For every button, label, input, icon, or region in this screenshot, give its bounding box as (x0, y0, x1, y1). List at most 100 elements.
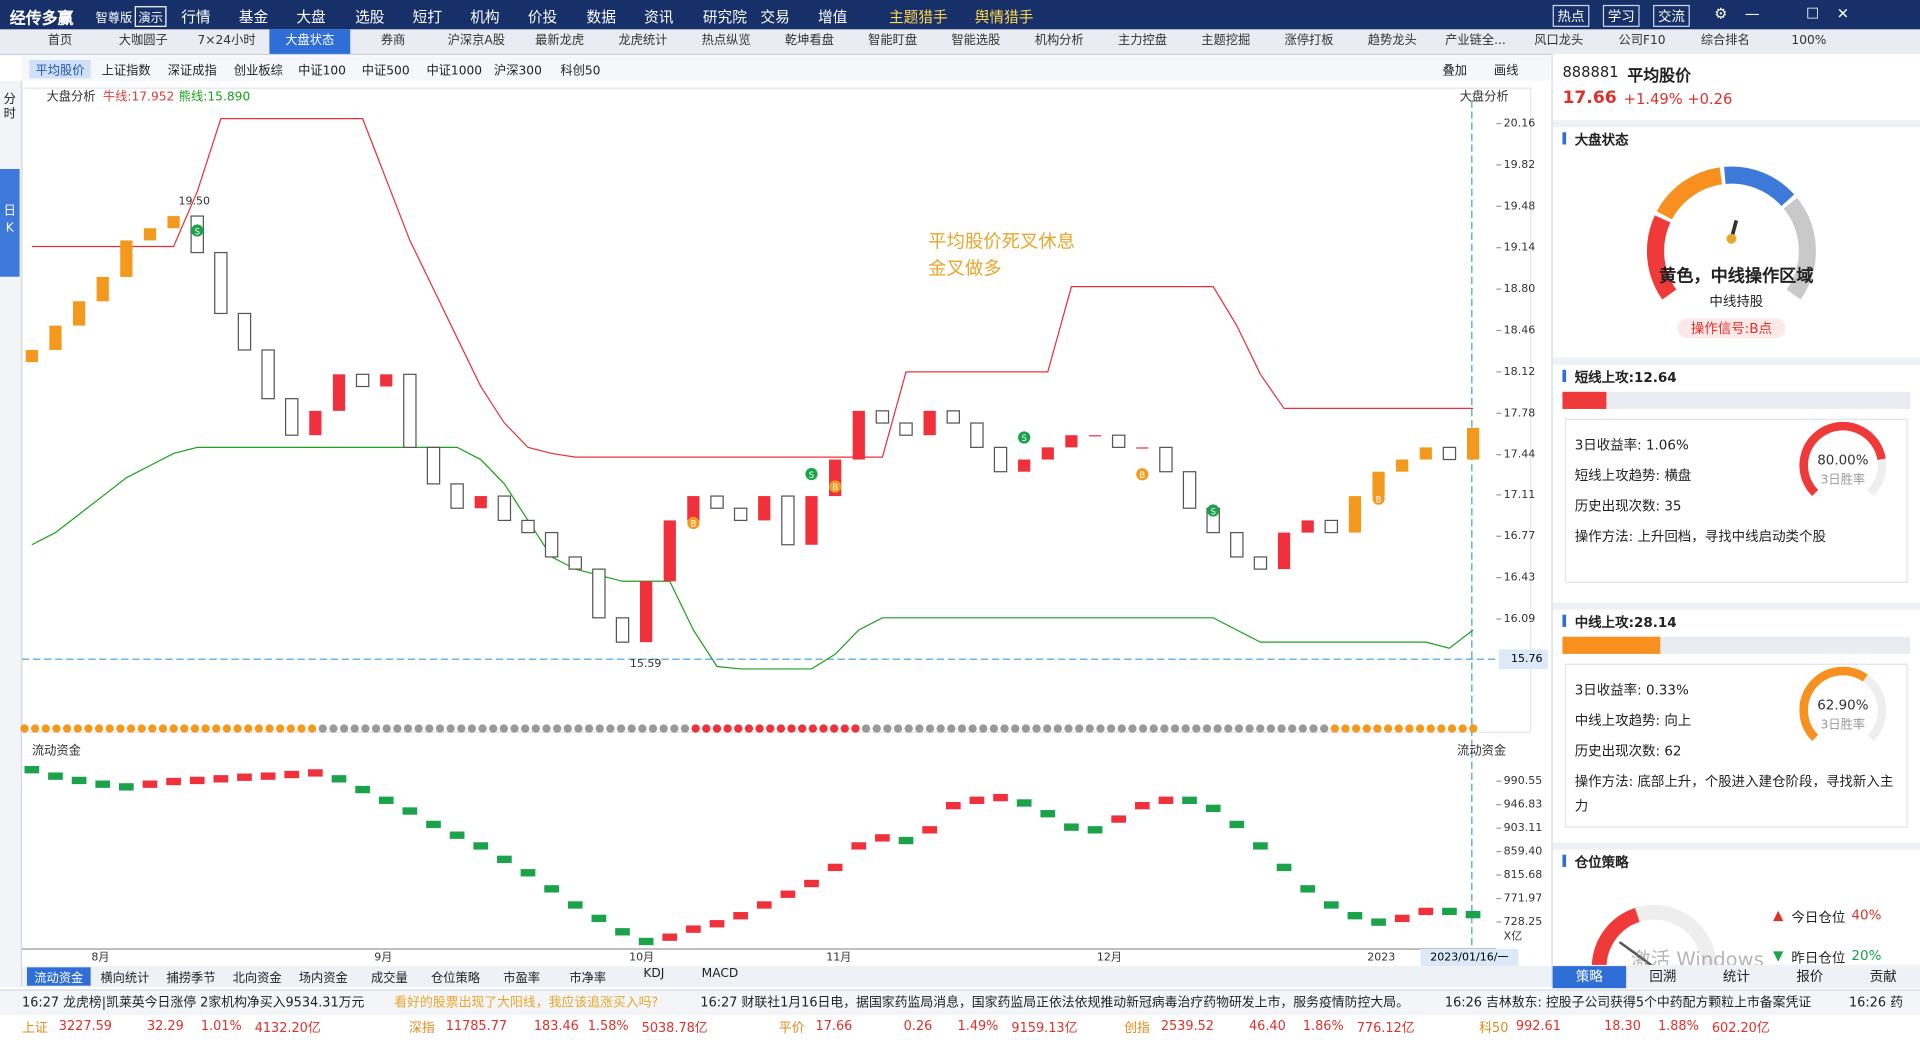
right-tab[interactable]: 贡献 (1869, 968, 1897, 985)
flow-step (1347, 912, 1363, 920)
side-tab[interactable]: 日K (0, 168, 20, 277)
top-button[interactable]: 热点 (1552, 4, 1590, 27)
nav-tab[interactable]: 综合排名 (1700, 34, 1750, 48)
nav-tab[interactable]: 龙虎统计 (618, 34, 668, 48)
news-item[interactable]: 16:26 吉林敖东: 控股子公司获得5个中药配方颗粒上市备案凭证 (1444, 995, 1812, 1011)
nav-tab[interactable]: 主力控盘 (1117, 34, 1167, 48)
flow-step (142, 780, 158, 788)
index-tab[interactable]: 科创50 (560, 64, 601, 79)
status-dot (723, 724, 732, 733)
index-tab[interactable]: 上证指数 (101, 64, 151, 79)
menu-item[interactable]: 机构 (470, 8, 500, 26)
nav-tab[interactable]: 主题挖掘 (1201, 34, 1251, 48)
nav-tab[interactable]: 产业链全... (1445, 34, 1506, 48)
nav-tab[interactable]: 趋势龙头 (1367, 34, 1417, 48)
top-button[interactable]: 交流 (1653, 4, 1690, 27)
index-tab[interactable]: 中证500 (361, 64, 410, 79)
news-item[interactable]: 16:27 财联社1月16日电，据国家药监局消息，国家药监局正依法依规推动新冠病… (700, 995, 1409, 1011)
candle (970, 422, 984, 448)
side-tab[interactable]: 分时 (3, 93, 16, 122)
news-item[interactable]: 16:27 龙虎榜|凯莱英今日涨停 2家机构净买入9534.31万元 (22, 995, 365, 1011)
right-panel (1551, 53, 1920, 987)
news-item[interactable]: 看好的股票出现了大阳线，我应该追涨买入吗? (394, 995, 659, 1011)
status-dot (233, 724, 242, 733)
index-tab[interactable]: 创业板综 (233, 64, 283, 79)
nav-tab[interactable]: 大盘状态 (269, 29, 351, 54)
nav-tab[interactable]: 券商 (380, 34, 406, 48)
menu-item[interactable]: 舆情猎手 (974, 8, 1034, 26)
index-tab[interactable]: 深证成指 (167, 64, 217, 79)
status-gauge-segment (1656, 167, 1723, 220)
menu-item[interactable]: 主题猎手 (888, 8, 948, 26)
index-tab[interactable]: 中证1000 (426, 64, 483, 79)
status-signal: 操作信号:B点 (1677, 318, 1786, 338)
menu-item[interactable]: 短打 (412, 8, 443, 26)
menu-item[interactable]: 基金 (238, 8, 269, 26)
candle (781, 495, 795, 546)
info-row: 3日收益率: 1.06% (1574, 437, 1689, 454)
bottom-tab[interactable]: 市盈率 (503, 972, 540, 986)
index-tab[interactable]: 沪深300 (494, 64, 542, 79)
menu-item[interactable]: 选股 (355, 8, 385, 26)
index-tab[interactable]: 中证100 (298, 64, 346, 79)
right-tab[interactable]: 策略 (1552, 966, 1627, 989)
candle (1396, 459, 1409, 472)
menu-item[interactable]: 交易 (760, 8, 790, 26)
status-dot (489, 724, 498, 733)
nav-tab[interactable]: 涨停打板 (1284, 34, 1334, 48)
nav-tab[interactable]: 大咖圆子 (118, 34, 168, 48)
menu-item[interactable]: 价投 (527, 8, 558, 26)
menu-item[interactable]: 大盘 (296, 8, 326, 26)
flow-step (827, 863, 843, 872)
status-dot (819, 724, 828, 733)
index-value: 992.61 (1515, 1018, 1561, 1034)
bottom-tab[interactable]: 北向资金 (232, 972, 282, 986)
nav-tab[interactable]: 首页 (47, 34, 73, 48)
chart-tool[interactable]: 画线 (1493, 64, 1519, 79)
status-dot (1437, 724, 1446, 733)
nav-tab[interactable]: 公司F10 (1618, 34, 1666, 48)
bottom-tab[interactable]: 市净率 (569, 972, 607, 986)
status-dot (371, 724, 381, 733)
nav-tab[interactable]: 风口龙头 (1534, 34, 1584, 48)
x-tick-label: 12月 (1097, 951, 1122, 964)
window-control[interactable]: ✕ (1836, 4, 1850, 23)
bottom-tab[interactable]: 仓位策略 (431, 972, 480, 986)
status-dot (659, 724, 668, 733)
right-tab[interactable]: 回溯 (1649, 968, 1677, 985)
top-button[interactable]: 学习 (1602, 4, 1640, 27)
status-dot (1288, 724, 1297, 733)
flow-step (756, 901, 772, 909)
nav-tab[interactable]: 7×24小时 (197, 34, 256, 48)
right-tab[interactable]: 统计 (1722, 968, 1750, 985)
menu-item[interactable]: 增值 (817, 8, 848, 26)
nav-tab[interactable]: 最新龙虎 (535, 34, 585, 48)
index-tab[interactable]: 平均股价 (29, 60, 91, 79)
nav-tab[interactable]: 机构分析 (1034, 34, 1084, 48)
bottom-tab[interactable]: 捕捞季节 (166, 972, 216, 986)
nav-tab[interactable]: 热点纵览 (701, 34, 751, 48)
nav-tab[interactable]: 乾坤看盘 (784, 34, 834, 48)
bottom-tab[interactable]: 流动资金 (26, 967, 91, 986)
nav-tab[interactable]: 智能选股 (951, 34, 1001, 48)
candle (1088, 435, 1102, 437)
candle (1159, 446, 1173, 473)
candle (237, 312, 252, 351)
bottom-tab[interactable]: KDJ (643, 967, 665, 981)
right-tab[interactable]: 报价 (1796, 968, 1824, 985)
bottom-tab[interactable]: 横向统计 (100, 972, 150, 986)
menu-item[interactable]: 资讯 (644, 8, 674, 26)
news-item[interactable]: 16:26 药 (1848, 995, 1903, 1011)
menu-item[interactable]: 研究院 (702, 8, 747, 26)
menu-item[interactable]: 行情 (181, 8, 211, 26)
chart-tool[interactable]: 叠加 (1442, 64, 1467, 79)
bottom-tab[interactable]: 成交量 (371, 972, 408, 986)
nav-tab[interactable]: 智能盯盘 (868, 34, 918, 48)
window-control[interactable]: ☐ (1806, 4, 1820, 23)
window-control[interactable]: — (1744, 4, 1760, 23)
bottom-tab[interactable]: 场内资金 (298, 972, 348, 986)
bottom-tab[interactable]: MACD (701, 967, 739, 981)
menu-item[interactable]: 数据 (586, 8, 616, 26)
nav-tab[interactable]: 沪深京A股 (447, 34, 506, 48)
window-control[interactable]: ⚙ (1714, 4, 1728, 23)
